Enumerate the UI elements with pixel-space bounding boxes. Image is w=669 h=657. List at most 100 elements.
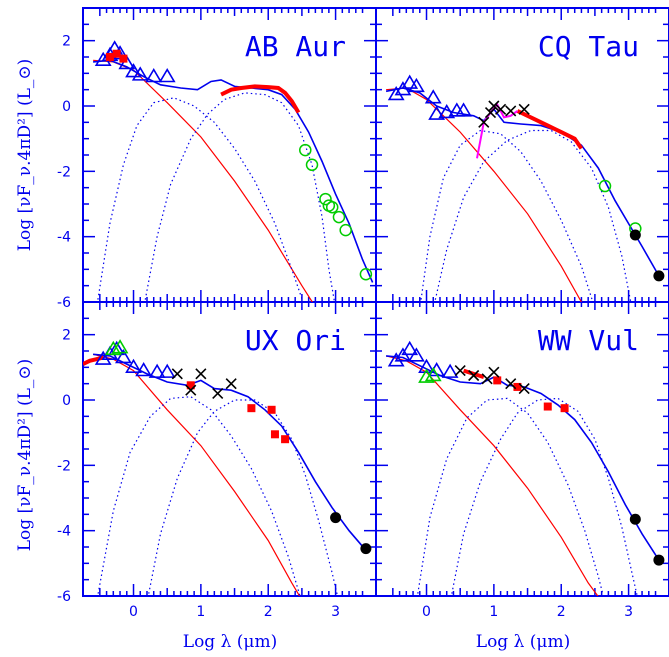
triangle-point [401, 340, 419, 356]
x-tick-label: 0 [129, 604, 138, 620]
triangle-point [135, 362, 153, 377]
green-circle-point [299, 143, 312, 157]
panel-title: WW Vul [538, 324, 639, 357]
green-triangle-point [111, 339, 129, 354]
panel-1-plot [385, 74, 665, 302]
total-model-line [385, 87, 660, 277]
panel-title: CQ Tau [538, 30, 639, 63]
triangle-point [158, 68, 176, 83]
x-tick-label: 1 [196, 604, 205, 620]
panel-frames [82, 7, 669, 597]
red-square-point [270, 430, 279, 439]
black-circle-point [629, 513, 641, 525]
triangle-point [94, 350, 112, 365]
black-cross-point [171, 368, 183, 380]
panel-2-plot [83, 339, 372, 596]
black-cross-point [505, 378, 517, 390]
panel-3-plot [385, 340, 665, 596]
x-tick-label: 3 [331, 604, 340, 620]
y-tick-label: -6 [57, 295, 71, 311]
green-triangle-point [104, 340, 122, 356]
y-tick-label: 2 [62, 328, 71, 344]
green-circle-point [325, 201, 339, 214]
red-spectrum-line [462, 368, 485, 380]
total-model-line [93, 59, 374, 283]
triangle-point [125, 358, 142, 374]
red-square-point [247, 404, 256, 413]
x-axis-title-right: Log λ (μm) [476, 632, 570, 652]
red-spectrum-line [516, 109, 584, 150]
panel-title: AB Aur [245, 30, 346, 63]
green-circle-point [319, 192, 332, 206]
black-cross-point [488, 366, 500, 378]
triangle-point [387, 85, 405, 101]
panel-0-plot [93, 40, 374, 302]
inner-dust-component-line [416, 397, 604, 596]
x-tick-label: 0 [422, 604, 431, 620]
outer-dust-component-line [144, 92, 336, 302]
stellar-photosphere-line [92, 353, 301, 596]
red-square-point [493, 376, 502, 385]
outer-dust-component-line [450, 397, 638, 596]
y-tick-label: 2 [62, 34, 71, 50]
red-square-point [119, 54, 128, 63]
outer-dust-component-line [434, 129, 632, 302]
red-square-point [543, 402, 552, 411]
x-tick-label: 2 [557, 604, 566, 620]
black-cross-point [212, 387, 224, 400]
y-tick-label: -2 [57, 164, 71, 180]
triangle-point [441, 363, 459, 378]
triangle-point [408, 77, 425, 93]
black-cross-point [505, 105, 517, 117]
triangle-point [428, 105, 446, 120]
inner-dust-component-line [97, 396, 301, 596]
triangle-point [438, 103, 456, 119]
black-cross-point [468, 369, 480, 382]
green-circle-point [598, 179, 612, 193]
y-tick-label: -4 [57, 524, 71, 540]
x-tick-label: 3 [624, 604, 633, 620]
x-axis-title-left: Log λ (μm) [183, 632, 277, 652]
red-square-point [281, 435, 290, 444]
red-square-point [560, 404, 569, 413]
red-square-point [105, 53, 114, 61]
black-cross-point [488, 100, 500, 112]
red-spectrum-line [220, 84, 301, 114]
black-circle-point [653, 270, 665, 282]
data-marks [83, 40, 665, 596]
triangle-point [158, 363, 176, 378]
black-cross-point [454, 365, 466, 377]
y-axis-title-bottom: Log [νF_ν.4πD²] (L_⊙) [15, 359, 35, 552]
triangle-point [401, 74, 419, 89]
black-cross-point [518, 103, 530, 115]
green-circle-point [339, 223, 352, 237]
red-square-point [513, 382, 522, 391]
red-square-point [112, 49, 121, 58]
triangle-point [148, 363, 166, 378]
black-circle-point [360, 543, 372, 555]
y-tick-label: 0 [62, 393, 71, 409]
triangle-point [424, 89, 442, 104]
black-cross-point [518, 383, 530, 395]
triangle-point [145, 68, 163, 83]
black-cross-point [478, 116, 490, 128]
triangle-point [455, 102, 472, 117]
black-circle-point [629, 229, 641, 241]
green-triangle-point [418, 368, 435, 383]
x-tick-label: 1 [489, 604, 498, 620]
red-square-point [267, 405, 276, 414]
black-cross-point [495, 103, 507, 115]
inner-dust-component-line [96, 97, 304, 302]
y-tick-label: 0 [62, 99, 71, 115]
panel-title: UX Ori [245, 324, 346, 357]
y-tick-label: -2 [57, 458, 71, 474]
triangle-point [115, 348, 132, 364]
black-cross-point [185, 384, 197, 396]
black-cross-point [225, 378, 237, 390]
x-tick-label: 2 [264, 604, 273, 620]
black-circle-point [330, 512, 342, 524]
inner-dust-component-line [420, 129, 594, 302]
triangle-point [131, 66, 149, 81]
black-circle-point [653, 554, 665, 566]
